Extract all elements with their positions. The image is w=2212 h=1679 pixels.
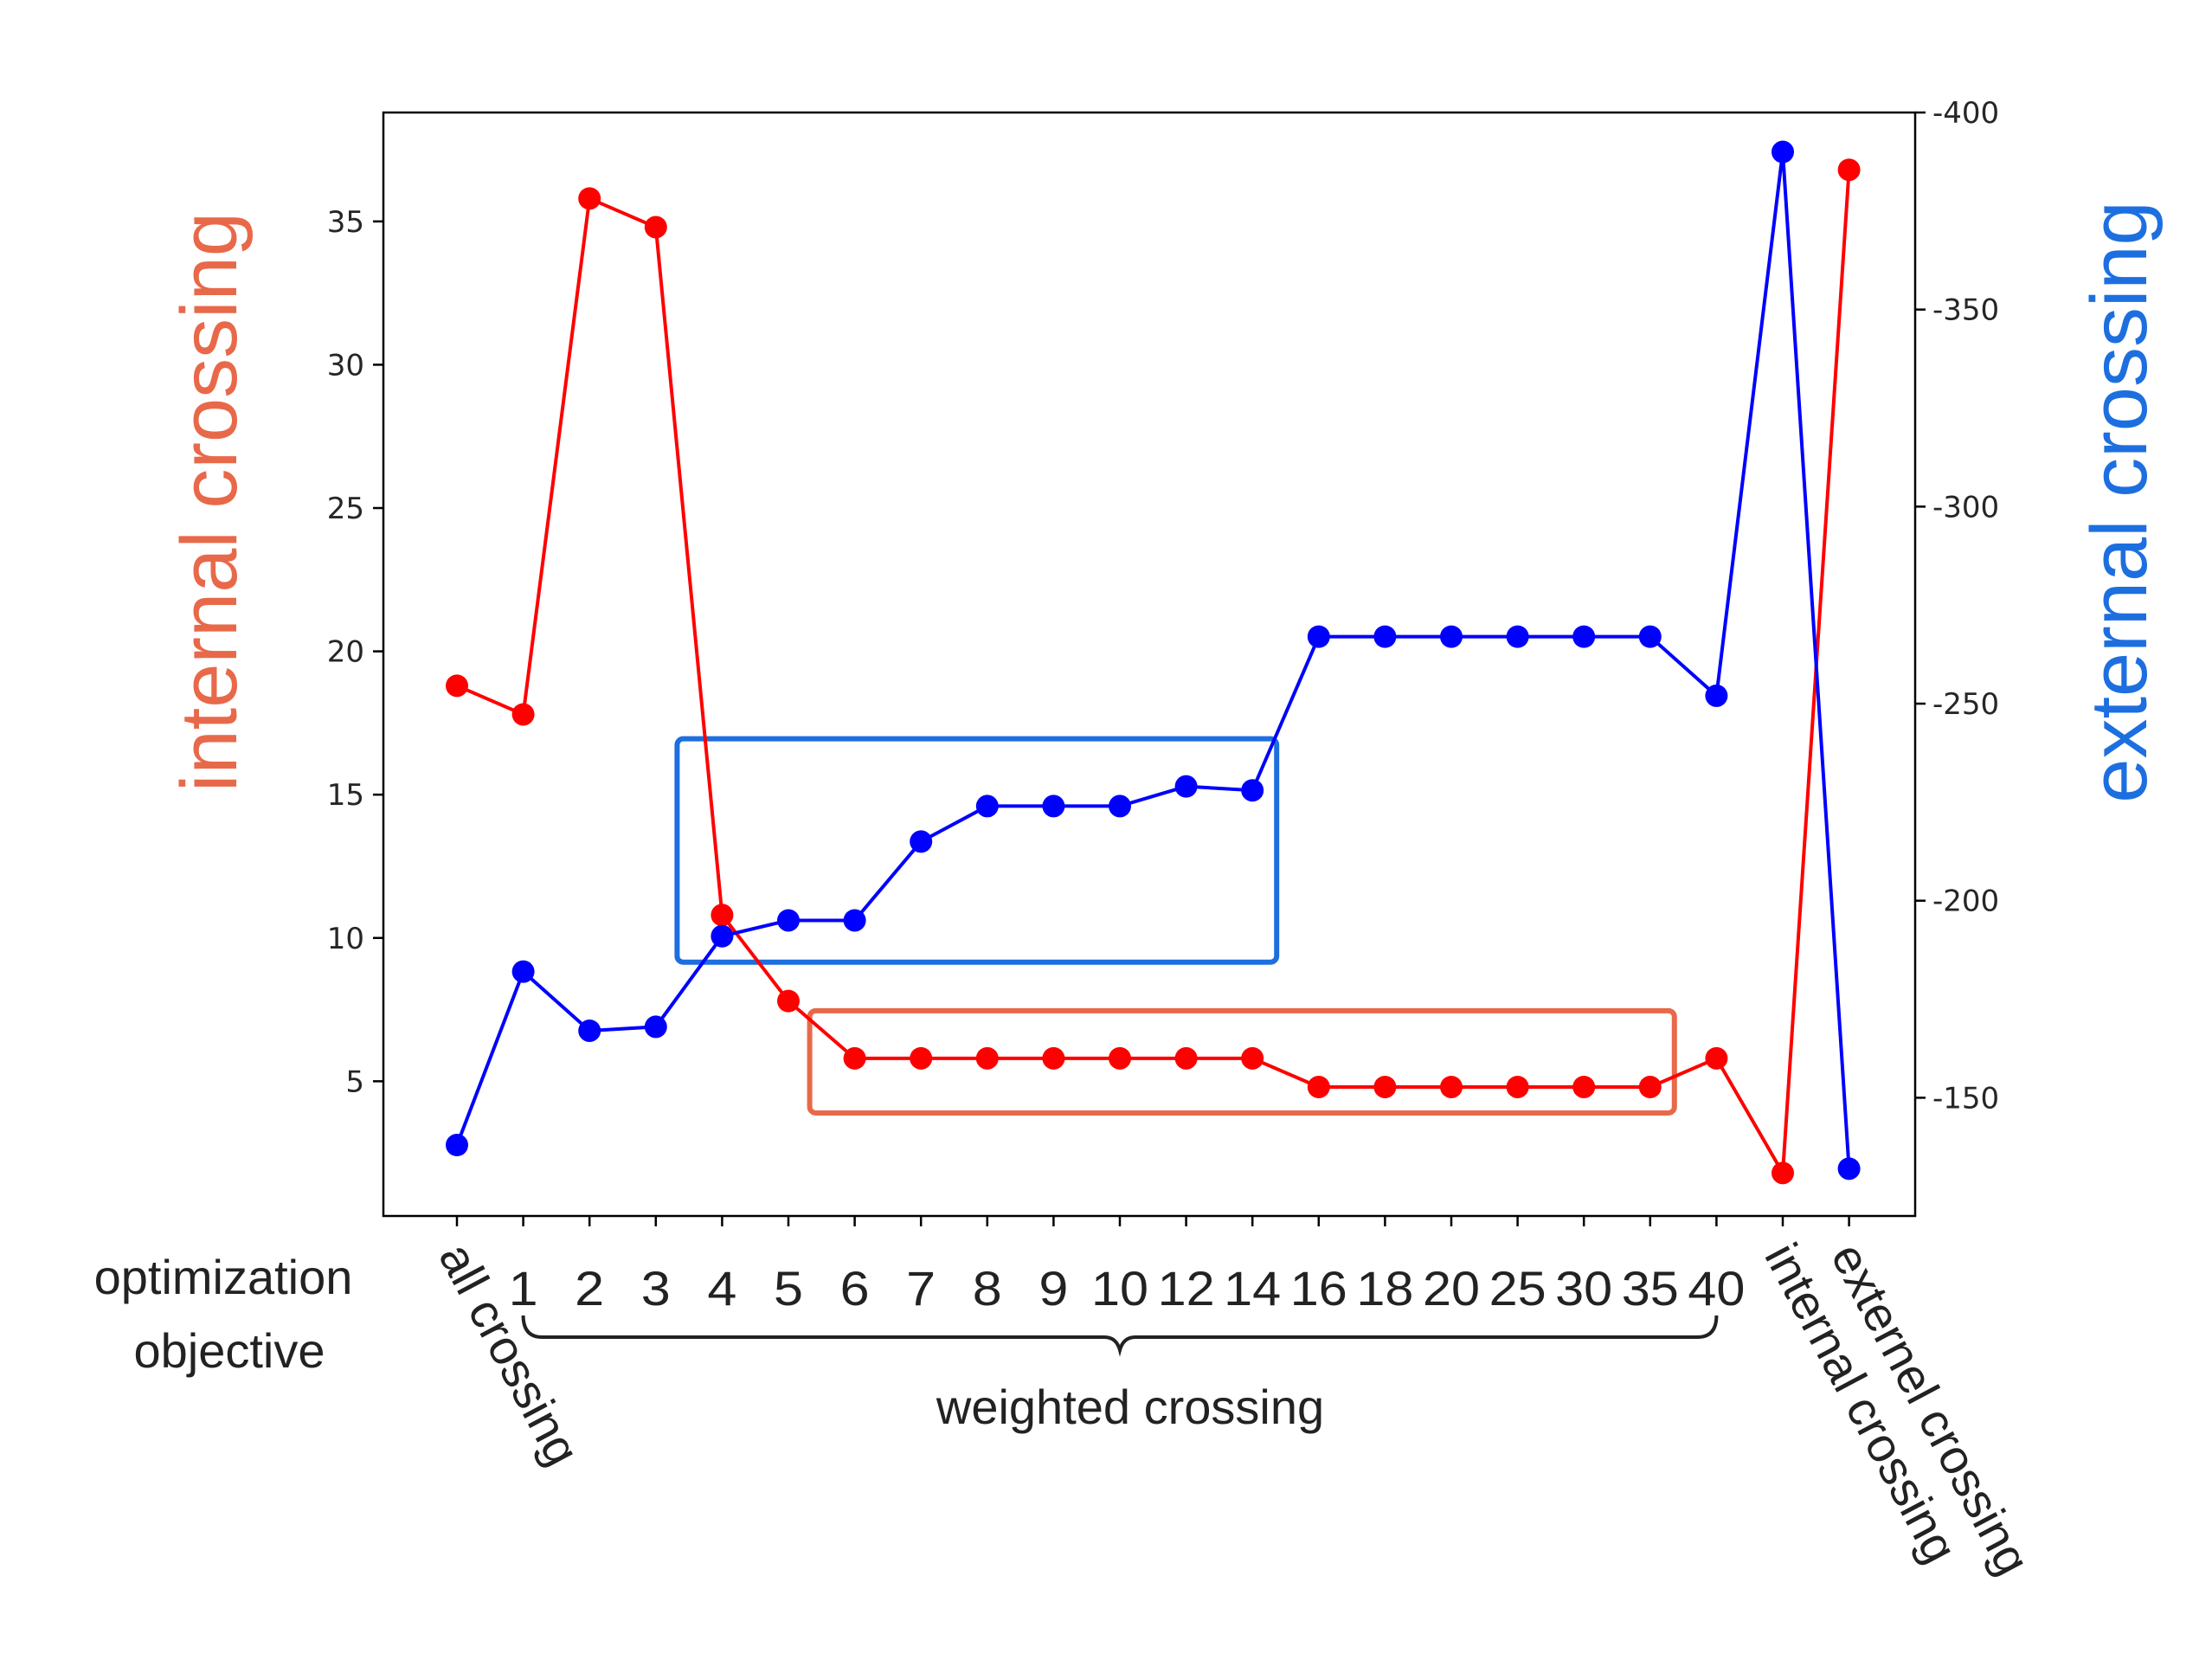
internal-point-8 [975,1046,999,1070]
category-label-12: 14 [1224,1261,1281,1316]
plot-frame [382,111,1917,1218]
internal-point-5 [777,989,800,1013]
internal-point-2 [578,187,601,210]
left-tick-label-3: 20 [327,635,364,670]
internal-point-17 [1572,1075,1596,1098]
category-label-2: 2 [575,1261,604,1316]
external-point-19 [1705,684,1728,707]
external-series-line [455,151,1851,1169]
category-label-19: 40 [1688,1261,1745,1316]
left-tick-label-0: 5 [345,1065,364,1099]
internal-point-16 [1506,1075,1529,1098]
weighted-group-brace [521,1315,1719,1357]
left-tick-label-5: 30 [327,348,364,383]
internal-point-1 [511,703,535,726]
internal-point-11 [1174,1046,1198,1070]
external-point-4 [711,924,734,948]
internal-point-19 [1705,1046,1728,1070]
internal-point-10 [1109,1046,1131,1070]
left-tick-label-2: 15 [327,778,364,813]
left-tick-label-4: 25 [327,492,364,526]
internal-point-6 [843,1046,866,1070]
external-point-16 [1506,625,1529,648]
category-label-14: 18 [1356,1261,1413,1316]
external-point-10 [1109,794,1131,818]
external-point-6 [843,909,866,932]
external-point-1 [511,960,535,983]
category-label-6: 6 [840,1261,870,1316]
category-label-16: 25 [1489,1261,1546,1316]
external-point-0 [446,1134,468,1157]
right-tick-label-0: -150 [1932,1081,1999,1116]
external-point-7 [910,830,933,853]
right-axis-ticks: -150 -200 -250 -300 -350 -400 [1915,96,1999,1116]
external-point-18 [1638,625,1662,648]
external-point-17 [1572,625,1596,648]
right-tick-label-2: -250 [1932,687,1999,722]
category-label-7: 7 [906,1261,936,1316]
category-label-4: 4 [707,1261,736,1316]
internal-point-13 [1307,1075,1330,1098]
category-label-9: 9 [1038,1261,1068,1316]
right-tick-label-1: -200 [1932,885,1999,919]
x-axis-ticks [455,1216,1850,1226]
internal-point-0 [446,674,468,698]
right-axis-title: external crossing [2075,201,2164,802]
external-point-2 [578,1019,601,1042]
external-point-13 [1307,625,1330,648]
weighted-group-label: weighted crossing [936,1380,1324,1434]
internal-point-15 [1440,1075,1463,1098]
highlight-boxes [674,736,1677,1116]
left-tick-label-6: 35 [327,205,364,240]
category-label-10: 10 [1091,1261,1148,1316]
external-point-12 [1241,779,1264,802]
series-layer [446,140,1861,1185]
external-point-8 [975,794,999,818]
x-axis-title-line-2: objective [133,1323,325,1378]
category-label-11: 12 [1158,1261,1215,1316]
internal-point-21 [1837,158,1861,182]
category-label-17: 30 [1555,1261,1612,1316]
internal-point-12 [1241,1046,1264,1070]
category-label-13: 16 [1290,1261,1347,1316]
category-label-15: 20 [1423,1261,1480,1316]
internal-point-9 [1042,1046,1065,1070]
category-label-1: 1 [509,1261,538,1316]
external-point-20 [1772,140,1794,164]
left-axis-title: internal crossing [165,212,254,792]
x-axis-title-line-1: optimization [94,1250,353,1304]
internal-series-line [456,170,1851,1180]
highlight-box-1 [807,1007,1677,1116]
internal-point-20 [1772,1161,1794,1185]
external-point-9 [1042,794,1065,818]
internal-point-7 [910,1046,933,1070]
category-label-5: 5 [774,1261,803,1316]
right-tick-label-3: -300 [1932,490,1999,524]
external-point-11 [1174,775,1198,798]
external-point-21 [1837,1157,1861,1180]
highlight-box-0 [674,736,1280,965]
category-label-8: 8 [973,1261,1002,1316]
internal-point-4 [711,904,734,927]
right-tick-label-5: -400 [1932,96,1999,131]
left-axis-ticks: 5 10 15 20 25 30 35 [327,205,383,1099]
internal-point-3 [644,216,667,239]
category-label-18: 35 [1622,1261,1679,1316]
external-point-14 [1373,625,1397,648]
external-point-3 [644,1015,667,1039]
internal-point-18 [1638,1075,1662,1098]
category-label-3: 3 [641,1261,671,1316]
internal-point-14 [1373,1075,1397,1098]
external-point-15 [1440,625,1463,648]
right-tick-label-4: -350 [1932,293,1999,328]
external-point-5 [777,909,800,932]
left-tick-label-1: 10 [327,922,364,956]
